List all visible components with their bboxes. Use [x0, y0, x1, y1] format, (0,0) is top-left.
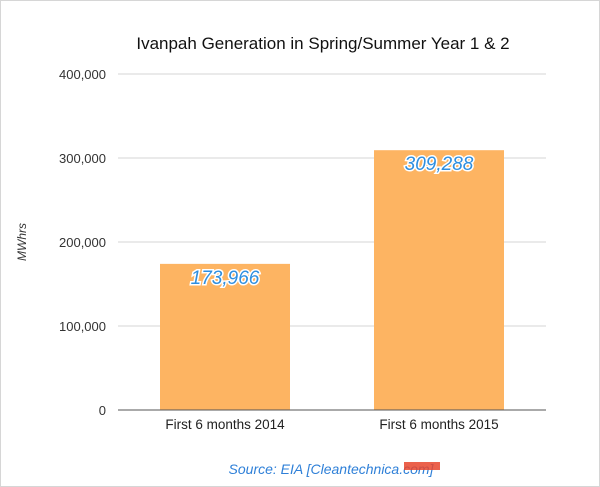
x-category-label: First 6 months 2015: [379, 417, 498, 432]
y-axis-label: MWhrs: [15, 223, 29, 261]
bar: [160, 263, 290, 410]
source-text: Source: EIA [Cleantechnica.com]: [229, 461, 435, 477]
bars: [160, 150, 504, 411]
y-tick-label: 300,000: [59, 151, 106, 166]
data-labels: 173,966 309,288: [189, 153, 475, 291]
source-overlay-mark: [404, 462, 440, 470]
chart-title: Ivanpah Generation in Spring/Summer Year…: [136, 34, 509, 53]
x-axis-categories: First 6 months 2014 First 6 months 2015: [165, 417, 498, 432]
x-category-label: First 6 months 2014: [165, 417, 285, 432]
y-axis-ticks: 0 100,000 200,000 300,000 400,000: [59, 67, 106, 418]
bar-value-label: 173,966: [191, 268, 260, 289]
bar-value-label: 309,288: [405, 154, 474, 175]
y-tick-label: 0: [99, 403, 106, 418]
y-tick-label: 100,000: [59, 319, 106, 334]
y-tick-label: 400,000: [59, 67, 106, 82]
bar: [374, 150, 504, 411]
y-tick-label: 200,000: [59, 235, 106, 250]
